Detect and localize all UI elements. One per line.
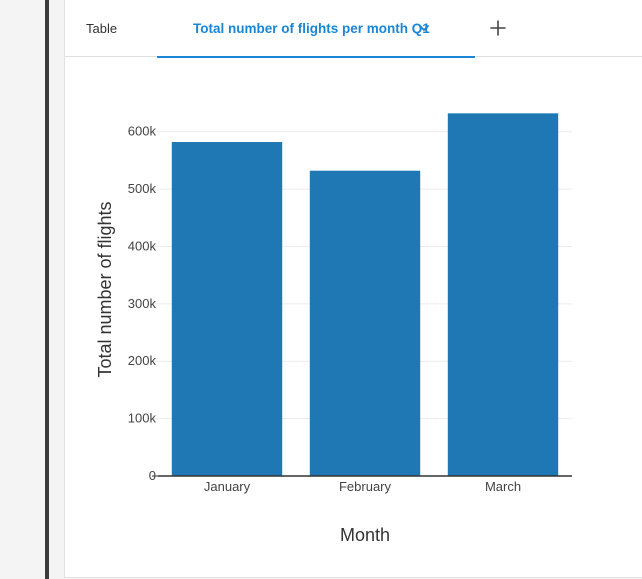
plus-icon[interactable] <box>489 19 507 37</box>
y-tick-label: 500k <box>128 181 157 196</box>
y-tick-label: 300k <box>128 296 157 311</box>
x-tick-label: January <box>204 479 251 494</box>
y-tick-label: 100k <box>128 411 157 426</box>
y-tick-label: 0 <box>149 468 156 483</box>
x-tick-label: February <box>339 479 392 494</box>
bar-march[interactable] <box>447 113 559 477</box>
chevron-down-icon[interactable] <box>418 22 430 34</box>
x-tick-label: March <box>485 479 521 494</box>
tab-flights-chart-label: Total number of flights per month Q1 <box>193 21 430 36</box>
bar-february[interactable] <box>309 170 421 476</box>
axes <box>152 131 572 477</box>
y-tick-label: 600k <box>128 124 157 139</box>
y-axis-title: Total number of flights <box>95 201 115 377</box>
y-tick-label: 200k <box>128 353 157 368</box>
bars <box>171 113 559 477</box>
left-rail-divider <box>45 0 49 579</box>
tab-table[interactable]: Table <box>86 0 117 57</box>
tick-labels: 0 100k 200k 300k 400k 500k 600k January February… <box>128 124 521 494</box>
tab-flights-chart[interactable]: Total number of flights per month Q1 <box>157 0 475 58</box>
tab-bar: Table Total number of flights per month … <box>65 0 642 58</box>
x-axis-title: Month <box>340 525 390 545</box>
bar-january[interactable] <box>171 142 283 476</box>
tab-table-label: Table <box>86 21 118 36</box>
y-tick-label: 400k <box>128 238 157 253</box>
